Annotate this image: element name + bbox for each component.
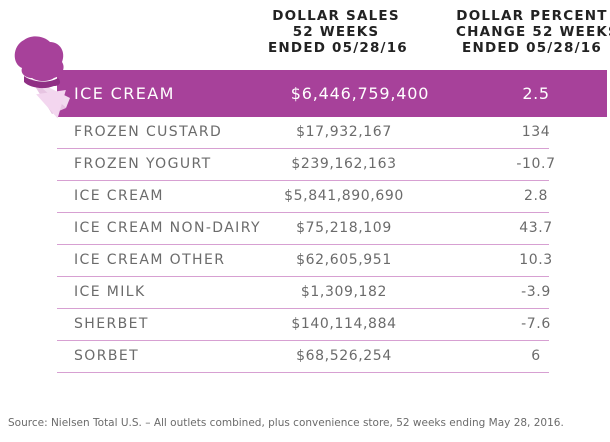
table-row: ICE CREAM $5,841,890,690 2.8 xyxy=(57,181,549,213)
table-row: SHERBET $140,114,884 -7.6 xyxy=(57,309,550,341)
row-category-name: SHERBET xyxy=(74,316,149,332)
table-row: FROZEN CUSTARD $17,932,167 134 xyxy=(57,117,550,149)
row-dollar-sales: $17,932,167 xyxy=(296,124,392,140)
row-dollar-sales: $75,218,109 xyxy=(296,220,392,236)
row-category-name: SORBET xyxy=(74,348,140,364)
row-dollar-sales: $140,114,884 xyxy=(291,316,397,332)
row-percent-change: 43.7 xyxy=(519,220,553,236)
row-percent-change: 6 xyxy=(531,348,541,364)
highlight-row-sales: $6,446,759,400 xyxy=(290,84,430,103)
table-row: ICE MILK $1,309,182 -3.9 xyxy=(57,277,550,309)
header-sales-line-1: DOLLAR SALES xyxy=(272,8,400,24)
row-category-name: FROZEN YOGURT xyxy=(74,156,212,172)
row-category-name: ICE MILK xyxy=(74,284,146,300)
highlight-row-change: 2.5 xyxy=(522,84,550,103)
row-dollar-sales: $1,309,182 xyxy=(300,284,388,300)
header-change-line-3: ENDED 05/28/16 xyxy=(462,40,602,56)
row-percent-change: 2.8 xyxy=(523,188,549,204)
header-change-line-1: DOLLAR PERCENT xyxy=(456,8,608,24)
row-percent-change: -3.9 xyxy=(521,284,551,300)
row-category-name: ICE CREAM NON-DAIRY xyxy=(74,220,261,236)
source-footnote: Source: Nielsen Total U.S. – All outlets… xyxy=(8,417,564,429)
row-category-name: ICE CREAM xyxy=(74,188,164,204)
row-percent-change: -10.7 xyxy=(516,156,556,172)
table-row: SORBET $68,526,254 6 xyxy=(57,341,549,373)
row-dollar-sales: $62,605,951 xyxy=(296,252,392,268)
row-percent-change: 10.3 xyxy=(519,252,553,268)
header-percent-change: DOLLAR PERCENT CHANGE 52 WEEKS ENDED 05/… xyxy=(456,8,610,56)
row-dollar-sales: $5,841,890,690 xyxy=(284,188,404,204)
highlight-row: ICE CREAM $6,446,759,400 2.5 xyxy=(57,70,607,117)
table-row: ICE CREAM NON-DAIRY $75,218,109 43.7 xyxy=(57,213,552,245)
header-sales-line-2: 52 WEEKS xyxy=(292,24,380,40)
row-category-name: FROZEN CUSTARD xyxy=(74,124,223,140)
ice-cream-cone-icon xyxy=(14,36,70,119)
highlight-row-name: ICE CREAM xyxy=(74,84,175,103)
row-percent-change: 134 xyxy=(521,124,551,140)
header-dollar-sales: DOLLAR SALES 52 WEEKS ENDED 05/28/16 xyxy=(268,8,408,56)
table-row: FROZEN YOGURT $239,162,163 -10.7 xyxy=(57,149,555,181)
row-category-name: ICE CREAM OTHER xyxy=(74,252,226,268)
table-row: ICE CREAM OTHER $62,605,951 10.3 xyxy=(57,245,552,277)
header-change-line-2: CHANGE 52 WEEKS xyxy=(456,24,610,40)
row-percent-change: -7.6 xyxy=(521,316,551,332)
header-sales-line-3: ENDED 05/28/16 xyxy=(268,40,408,56)
row-dollar-sales: $68,526,254 xyxy=(296,348,392,364)
row-dollar-sales: $239,162,163 xyxy=(291,156,397,172)
